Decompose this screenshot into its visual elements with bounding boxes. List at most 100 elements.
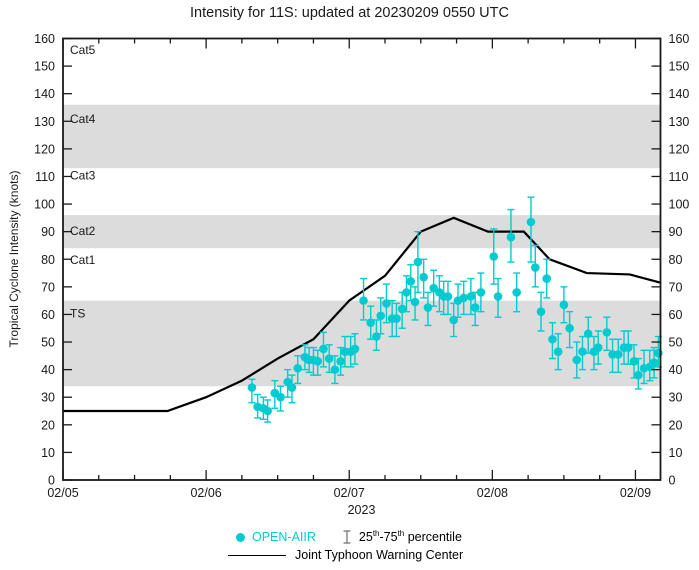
y-tick-label-right: 70 bbox=[669, 280, 683, 294]
x-tick-label: 02/06 bbox=[190, 486, 221, 500]
openaiir-point bbox=[649, 358, 659, 368]
y-tick-label-right: 120 bbox=[669, 142, 690, 156]
y-tick-label-right: 0 bbox=[669, 474, 676, 488]
y-tick-label-left: 110 bbox=[35, 170, 55, 184]
openaiir-point bbox=[629, 357, 639, 366]
y-tick-label-right: 150 bbox=[669, 60, 690, 74]
openaiir-point bbox=[324, 354, 334, 363]
openaiir-points bbox=[247, 217, 663, 416]
openaiir-point bbox=[559, 300, 569, 310]
openaiir-point bbox=[276, 392, 285, 402]
openaiir-point bbox=[330, 365, 340, 374]
x-tick-label: 02/09 bbox=[620, 486, 651, 500]
y-tick-label-right: 30 bbox=[669, 391, 683, 405]
openaiir-point bbox=[476, 288, 486, 297]
y-tick-label-right: 20 bbox=[669, 418, 683, 432]
openaiir-point bbox=[287, 383, 297, 392]
category-label-cat2: Cat2 bbox=[70, 224, 96, 238]
legend-percentile-label: 25th-75th percentile bbox=[358, 529, 462, 545]
category-label-cat4: Cat4 bbox=[70, 112, 96, 126]
category-band bbox=[63, 215, 661, 249]
openaiir-point bbox=[410, 297, 420, 307]
category-band bbox=[63, 104, 661, 169]
openaiir-point bbox=[623, 343, 633, 352]
y-tick-label-left: 140 bbox=[34, 87, 55, 101]
y-tick-label-left: 70 bbox=[41, 280, 55, 294]
y-tick-label-right: 60 bbox=[669, 308, 683, 322]
openaiir-point bbox=[397, 304, 407, 314]
y-tick-label-right: 80 bbox=[669, 253, 683, 267]
openaiir-point bbox=[419, 272, 428, 282]
openaiir-point bbox=[634, 370, 643, 380]
legend-openaiir-label: OPEN-AIIR bbox=[252, 530, 316, 544]
x-tick-label: 02/08 bbox=[477, 486, 508, 500]
y-tick-label-right: 10 bbox=[669, 446, 683, 460]
y-tick-label-right: 110 bbox=[669, 170, 689, 184]
y-tick-label-right: 100 bbox=[669, 198, 690, 212]
y-tick-label-left: 130 bbox=[34, 115, 55, 129]
openaiir-point bbox=[247, 383, 257, 392]
openaiir-point bbox=[263, 406, 272, 416]
openaiir-dot-icon bbox=[236, 532, 245, 542]
x-axis-year-label: 2023 bbox=[347, 503, 376, 517]
x-tick-label: 02/07 bbox=[334, 486, 365, 500]
openaiir-point bbox=[413, 257, 423, 267]
openaiir-point bbox=[443, 292, 453, 301]
legend-row-openaiir: OPEN-AIIR 25th-75th percentile bbox=[236, 528, 462, 546]
y-tick-label-left: 40 bbox=[41, 363, 55, 377]
category-label-cat3: Cat3 bbox=[70, 169, 96, 183]
y-tick-label-left: 0 bbox=[48, 474, 55, 488]
openaiir-point bbox=[602, 328, 612, 337]
openaiir-point bbox=[470, 303, 480, 312]
openaiir-point bbox=[372, 332, 381, 341]
openaiir-point bbox=[376, 311, 386, 321]
openaiir-point bbox=[548, 334, 557, 344]
openaiir-point bbox=[512, 288, 521, 297]
chart-title: Intensity for 11S: updated at 20230209 0… bbox=[190, 5, 509, 21]
openaiir-point bbox=[449, 315, 459, 325]
y-tick-label-left: 90 bbox=[41, 225, 55, 239]
openaiir-point bbox=[613, 350, 623, 359]
openaiir-point bbox=[506, 232, 516, 242]
openaiir-point bbox=[293, 363, 303, 373]
openaiir-point bbox=[578, 347, 587, 356]
openaiir-point bbox=[526, 217, 536, 227]
openaiir-point bbox=[489, 252, 499, 261]
openaiir-point bbox=[542, 274, 552, 283]
legend-jtwc-label: Joint Typhoon Warning Center bbox=[295, 548, 464, 562]
y-axis-label: Tropical Cyclone Intensity (knots) bbox=[7, 170, 21, 348]
openaiir-point bbox=[459, 293, 469, 303]
openaiir-point bbox=[402, 288, 411, 297]
axis-ticks bbox=[62, 37, 661, 481]
openaiir-point bbox=[530, 263, 540, 272]
jtwc-line-icon bbox=[228, 554, 286, 556]
openaiir-point bbox=[336, 357, 345, 366]
openaiir-point bbox=[423, 303, 433, 312]
y-tick-label-left: 30 bbox=[41, 391, 55, 405]
y-tick-label-left: 100 bbox=[34, 198, 55, 212]
category-band bbox=[63, 300, 661, 387]
openaiir-point bbox=[392, 314, 401, 323]
y-tick-label-left: 10 bbox=[41, 446, 55, 460]
openaiir-point bbox=[406, 277, 416, 286]
y-tick-label-left: 50 bbox=[41, 336, 55, 350]
y-tick-label-left: 80 bbox=[41, 253, 55, 267]
openaiir-point bbox=[319, 344, 328, 354]
openaiir-point bbox=[593, 343, 603, 352]
openaiir-point bbox=[359, 296, 368, 305]
y-tick-label-left: 160 bbox=[34, 32, 55, 46]
legend-row-jtwc: Joint Typhoon Warning Center bbox=[228, 546, 463, 564]
openaiir-point bbox=[565, 323, 574, 333]
y-tick-label-left: 150 bbox=[34, 60, 55, 74]
y-tick-label-left: 20 bbox=[41, 418, 55, 432]
y-tick-label-right: 160 bbox=[669, 32, 690, 46]
y-tick-label-right: 130 bbox=[669, 115, 690, 129]
openaiir-point bbox=[350, 344, 360, 354]
openaiir-point bbox=[366, 318, 375, 328]
y-tick-label-left: 60 bbox=[41, 308, 55, 322]
openaiir-point bbox=[583, 329, 593, 339]
percentile-errorbar-icon bbox=[343, 530, 351, 544]
openaiir-point bbox=[382, 299, 391, 308]
